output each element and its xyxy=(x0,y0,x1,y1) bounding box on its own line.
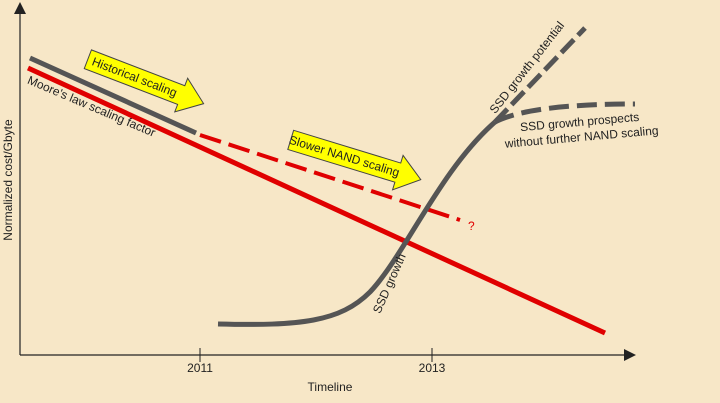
ssd-growth-curve xyxy=(217,120,497,327)
ssd-potential-line xyxy=(493,26,587,124)
x-tick-label: 2011 xyxy=(187,361,213,375)
ssd-prospects-line xyxy=(493,101,636,125)
x-axis-label: Timeline xyxy=(308,380,353,394)
y-axis-label: Normalized cost/Gbyte xyxy=(1,119,15,241)
slow-scaling-line xyxy=(199,133,461,222)
historical-line xyxy=(28,55,198,136)
x-arrow xyxy=(624,349,636,361)
y-arrow xyxy=(14,2,26,14)
moore-line xyxy=(26,65,607,336)
annotation: ? xyxy=(468,219,475,233)
x-tick-label: 2013 xyxy=(419,361,446,375)
